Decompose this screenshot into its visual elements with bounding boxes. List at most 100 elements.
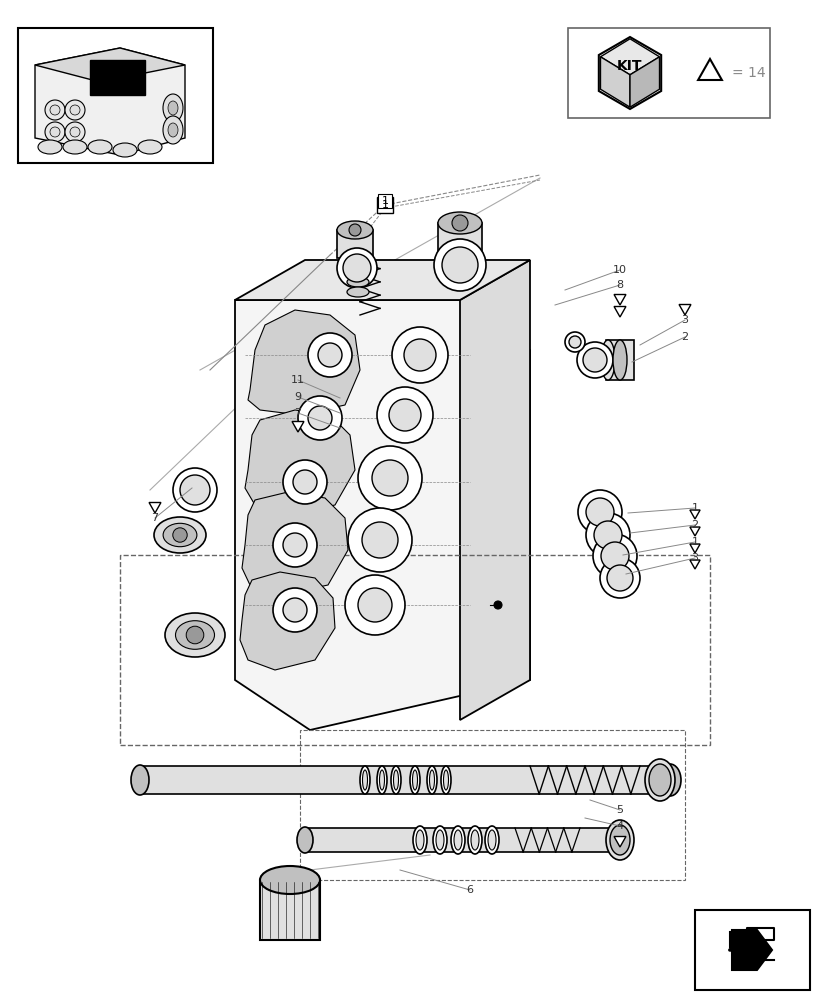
Ellipse shape — [441, 766, 451, 794]
Bar — [437, 223, 481, 255]
Polygon shape — [689, 510, 700, 519]
Circle shape — [50, 105, 60, 115]
Circle shape — [173, 528, 187, 542]
Circle shape — [70, 127, 80, 137]
Bar — [567, 28, 769, 118]
Circle shape — [564, 332, 585, 352]
Ellipse shape — [429, 770, 434, 790]
Ellipse shape — [433, 826, 447, 854]
Ellipse shape — [112, 143, 136, 157]
Ellipse shape — [63, 140, 87, 154]
Bar — [605, 340, 633, 380]
Polygon shape — [600, 39, 659, 75]
Bar — [140, 766, 669, 794]
Ellipse shape — [163, 94, 183, 122]
Ellipse shape — [168, 123, 178, 137]
Polygon shape — [292, 422, 304, 432]
Ellipse shape — [175, 621, 214, 649]
Circle shape — [600, 542, 629, 570]
Circle shape — [318, 343, 342, 367]
Text: 3: 3 — [681, 315, 688, 325]
Polygon shape — [629, 57, 659, 107]
Ellipse shape — [436, 830, 443, 850]
Text: 5: 5 — [616, 805, 623, 815]
Text: 6: 6 — [466, 885, 473, 895]
Polygon shape — [245, 410, 355, 515]
Bar — [304, 828, 614, 852]
Ellipse shape — [163, 116, 183, 144]
Bar — [90, 60, 145, 95]
Ellipse shape — [260, 866, 319, 894]
Circle shape — [348, 224, 361, 236]
Bar — [18, 28, 213, 163]
Text: 8: 8 — [615, 280, 623, 290]
Polygon shape — [614, 306, 625, 317]
Polygon shape — [35, 48, 184, 155]
Text: 1: 1 — [381, 200, 388, 210]
Circle shape — [337, 248, 376, 288]
Text: 1: 1 — [381, 196, 388, 206]
Circle shape — [442, 247, 477, 283]
Circle shape — [361, 522, 398, 558]
Polygon shape — [235, 260, 529, 300]
Ellipse shape — [467, 826, 481, 854]
Bar — [694, 910, 809, 990]
Circle shape — [582, 348, 606, 372]
Text: 3: 3 — [691, 553, 698, 563]
Text: 10: 10 — [612, 265, 626, 275]
Ellipse shape — [605, 820, 633, 860]
Bar — [337, 230, 372, 258]
Ellipse shape — [471, 830, 479, 850]
Ellipse shape — [347, 287, 369, 297]
Circle shape — [347, 508, 412, 572]
Text: 7: 7 — [151, 513, 159, 523]
Circle shape — [283, 598, 307, 622]
Circle shape — [592, 534, 636, 578]
Ellipse shape — [427, 766, 437, 794]
Circle shape — [391, 327, 447, 383]
Circle shape — [308, 406, 332, 430]
Ellipse shape — [412, 770, 417, 790]
Bar — [260, 880, 319, 940]
Circle shape — [452, 215, 467, 231]
Circle shape — [494, 601, 501, 609]
Circle shape — [371, 460, 408, 496]
Ellipse shape — [648, 764, 670, 796]
Circle shape — [283, 460, 327, 504]
Text: = 14: = 14 — [731, 66, 765, 80]
Circle shape — [298, 396, 342, 440]
Ellipse shape — [644, 759, 674, 801]
Ellipse shape — [451, 826, 465, 854]
Ellipse shape — [376, 766, 386, 794]
Text: KIT: KIT — [616, 59, 642, 73]
Circle shape — [293, 470, 317, 494]
Circle shape — [45, 100, 65, 120]
Ellipse shape — [38, 140, 62, 154]
Circle shape — [404, 339, 436, 371]
Polygon shape — [689, 560, 700, 569]
Polygon shape — [614, 836, 625, 847]
Ellipse shape — [658, 764, 680, 796]
Circle shape — [179, 475, 210, 505]
Circle shape — [173, 468, 217, 512]
Polygon shape — [149, 502, 160, 513]
Polygon shape — [235, 300, 529, 730]
Polygon shape — [35, 48, 184, 82]
Ellipse shape — [379, 770, 384, 790]
Bar — [120, 555, 709, 745]
Bar — [378, 194, 391, 208]
Ellipse shape — [485, 826, 499, 854]
Polygon shape — [731, 930, 771, 970]
Circle shape — [600, 558, 639, 598]
Ellipse shape — [487, 830, 495, 850]
Ellipse shape — [88, 140, 112, 154]
Ellipse shape — [390, 766, 400, 794]
Ellipse shape — [437, 212, 481, 234]
Text: 2: 2 — [691, 520, 698, 530]
Polygon shape — [678, 304, 690, 315]
Text: 7: 7 — [294, 408, 301, 418]
Ellipse shape — [138, 140, 162, 154]
Ellipse shape — [415, 830, 423, 850]
Circle shape — [283, 533, 307, 557]
Text: 1: 1 — [691, 537, 698, 547]
